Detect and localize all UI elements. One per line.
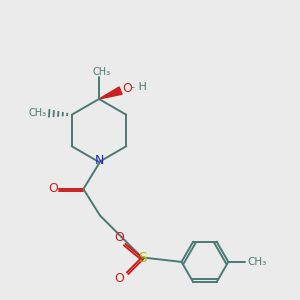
Text: O: O	[115, 272, 124, 286]
Text: CH₃: CH₃	[248, 257, 267, 267]
Text: CH₃: CH₃	[92, 67, 110, 77]
Polygon shape	[99, 87, 122, 99]
Text: - H: - H	[131, 82, 147, 92]
Text: S: S	[138, 251, 147, 265]
Text: N: N	[94, 154, 104, 167]
Text: CH₃: CH₃	[29, 108, 47, 118]
Text: O: O	[122, 82, 132, 95]
Text: O: O	[114, 231, 124, 244]
Text: O: O	[48, 182, 58, 196]
